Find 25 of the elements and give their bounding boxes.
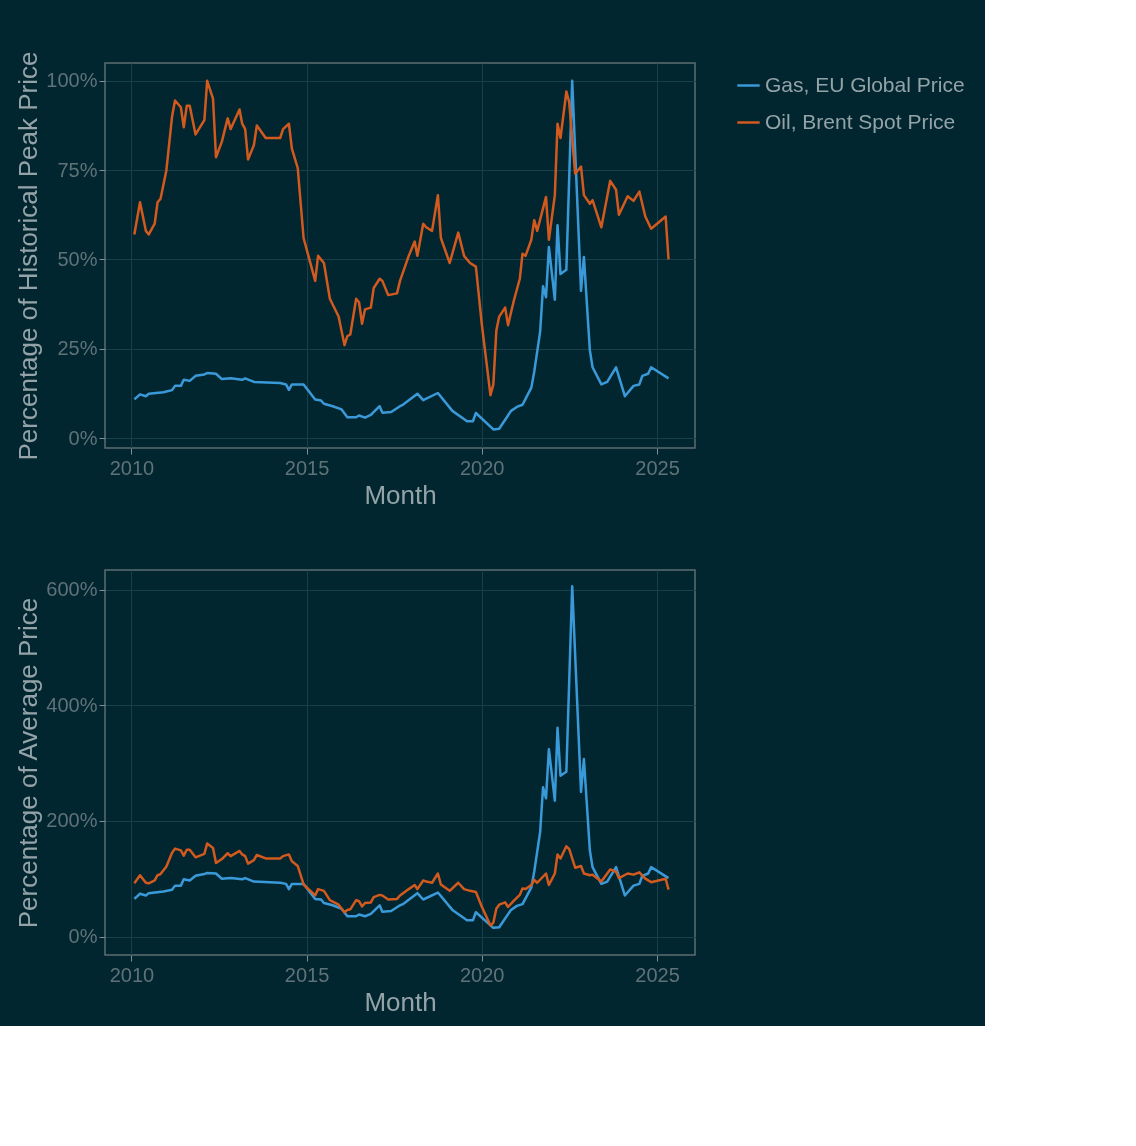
y-tick-label: 400% [46, 693, 98, 716]
x-tick-label: 2010 [109, 963, 155, 986]
line-series [133, 842, 670, 927]
y-tick-label: 75% [57, 158, 98, 181]
x-tick-label: 2025 [635, 963, 680, 986]
y-axis-title: Percentage of Average Price [13, 597, 44, 929]
y-tick-label: 200% [46, 809, 98, 832]
x-tick-label: 2020 [459, 963, 505, 986]
y-tick-label: 600% [46, 578, 98, 601]
x-tick-label: 2015 [284, 456, 330, 479]
x-axis-title: Month [364, 986, 437, 1017]
y-tick-label: 0% [68, 925, 98, 947]
x-tick-label: 2010 [109, 456, 155, 479]
x-tick-label: 2025 [635, 456, 680, 479]
legend-label: Oil, Brent Spot Price [765, 109, 956, 133]
line-series [133, 584, 670, 930]
y-axis-title: Percentage of Historical Peak Price [13, 51, 44, 461]
y-tick-label: 50% [57, 247, 98, 270]
y-tick-label: 25% [57, 337, 98, 360]
x-tick-label: 2015 [284, 963, 330, 986]
legend-label: Gas, EU Global Price [765, 72, 965, 96]
y-tick-label: 100% [46, 69, 98, 92]
x-axis-title: Month [364, 479, 437, 510]
x-tick-label: 2020 [459, 456, 505, 479]
y-tick-label: 0% [68, 426, 98, 449]
